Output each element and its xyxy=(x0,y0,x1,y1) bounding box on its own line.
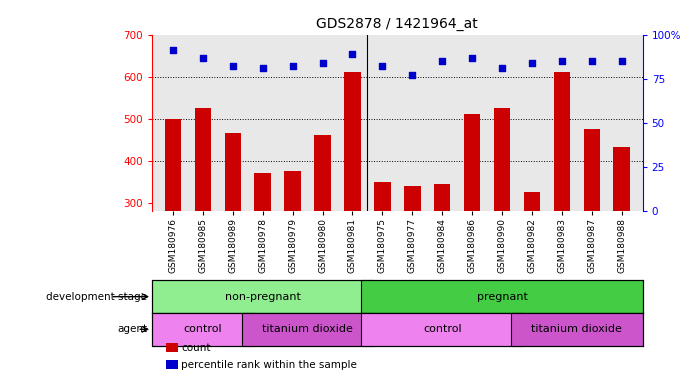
Bar xyxy=(494,108,510,211)
Bar xyxy=(524,192,540,211)
Bar xyxy=(374,182,390,211)
Bar xyxy=(164,119,181,211)
Point xyxy=(527,60,538,66)
Bar xyxy=(511,313,643,346)
Bar xyxy=(242,313,373,346)
Point xyxy=(586,58,597,64)
Text: count: count xyxy=(181,343,211,353)
Point xyxy=(347,51,358,57)
Point xyxy=(227,63,238,70)
Point xyxy=(616,58,627,64)
Bar xyxy=(285,171,301,211)
Point xyxy=(257,65,268,71)
Bar xyxy=(361,280,643,313)
Text: titanium dioxide: titanium dioxide xyxy=(531,324,623,334)
Point xyxy=(497,65,508,71)
Point xyxy=(317,60,328,66)
Point xyxy=(287,63,298,70)
Bar xyxy=(254,172,271,211)
Bar xyxy=(152,280,373,313)
Bar xyxy=(404,186,421,211)
Point xyxy=(437,58,448,64)
Point xyxy=(198,55,209,61)
Bar xyxy=(361,313,523,346)
Text: control: control xyxy=(184,324,223,334)
Bar xyxy=(553,73,570,211)
Bar xyxy=(434,184,451,211)
Bar xyxy=(464,114,480,211)
Point xyxy=(167,47,178,53)
Point xyxy=(407,72,418,78)
Text: pregnant: pregnant xyxy=(477,291,527,302)
Bar xyxy=(225,133,241,211)
Text: non-pregnant: non-pregnant xyxy=(225,291,301,302)
Bar xyxy=(314,136,331,211)
Bar xyxy=(344,73,361,211)
Text: control: control xyxy=(423,324,462,334)
Text: development stage: development stage xyxy=(46,291,147,302)
Bar xyxy=(583,129,600,211)
Bar xyxy=(195,108,211,211)
Point xyxy=(556,58,567,64)
Text: percentile rank within the sample: percentile rank within the sample xyxy=(181,360,357,370)
Text: titanium dioxide: titanium dioxide xyxy=(262,324,353,334)
Point xyxy=(377,63,388,70)
Bar xyxy=(614,147,630,211)
Text: agent: agent xyxy=(117,324,147,334)
Point xyxy=(466,55,477,61)
Title: GDS2878 / 1421964_at: GDS2878 / 1421964_at xyxy=(316,17,478,31)
Bar xyxy=(152,313,254,346)
